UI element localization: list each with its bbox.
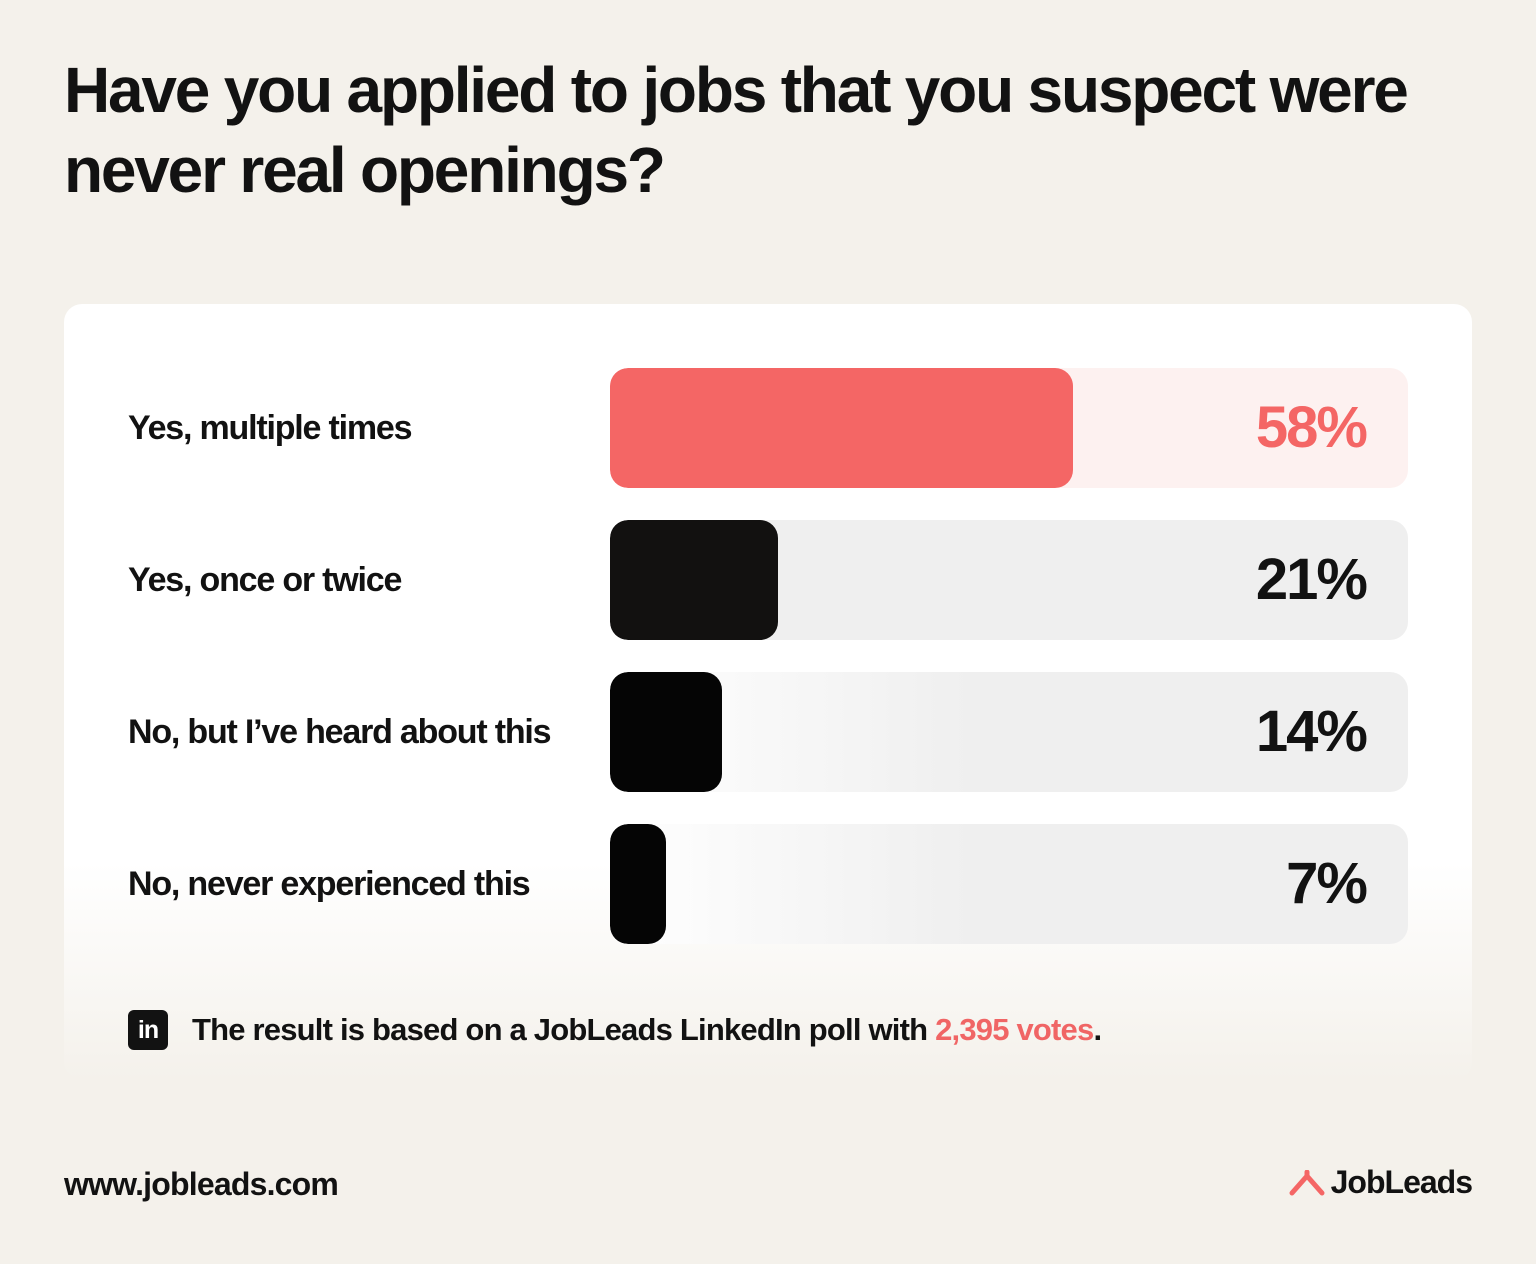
footnote-text: The result is based on a JobLeads Linked… (192, 1012, 1102, 1048)
brand-logo: JobLeads (1289, 1164, 1473, 1201)
poll-row: Yes, once or twice 21% (64, 520, 1472, 640)
bar-track: 21% (610, 520, 1408, 640)
vote-count: 2,395 votes (935, 1012, 1094, 1047)
brand-name: JobLeads (1330, 1164, 1473, 1200)
bar-track: 58% (610, 368, 1408, 488)
bar-track: 14% (610, 672, 1408, 792)
poll-card: Yes, multiple times 58% Yes, once or twice… (64, 304, 1472, 1080)
website-link[interactable]: www.jobleads.com (64, 1166, 339, 1202)
category-label: Yes, once or twice (128, 561, 402, 599)
jobleads-logo-icon (1289, 1169, 1325, 1195)
bar-fill (610, 672, 722, 792)
bar-fill (610, 520, 778, 640)
value-label: 7% (1286, 851, 1368, 916)
value-label: 14% (1255, 699, 1368, 764)
category-label: No, but I’ve heard about this (128, 713, 552, 751)
value-label: 58% (1255, 395, 1368, 460)
poll-footnote: in The result is based on a JobLeads Lin… (128, 1008, 1102, 1052)
bar-fill (610, 824, 666, 944)
category-label: Yes, multiple times (128, 409, 413, 447)
chart-title: Have you applied to jobs that you suspec… (64, 54, 1409, 206)
bar-track: 7% (610, 824, 1408, 944)
poll-row: No, never experienced this 7% (64, 824, 1472, 944)
poll-row: Yes, multiple times 58% (64, 368, 1472, 488)
poll-row: No, but I’ve heard about this 14% (64, 672, 1472, 792)
category-label: No, never experienced this (128, 865, 531, 903)
linkedin-icon: in (128, 1010, 168, 1050)
bar-fill (610, 368, 1073, 488)
value-label: 21% (1255, 547, 1368, 612)
footnote-text-before: The result is based on a JobLeads Linked… (192, 1012, 936, 1047)
footnote-text-after: . (1093, 1012, 1102, 1047)
